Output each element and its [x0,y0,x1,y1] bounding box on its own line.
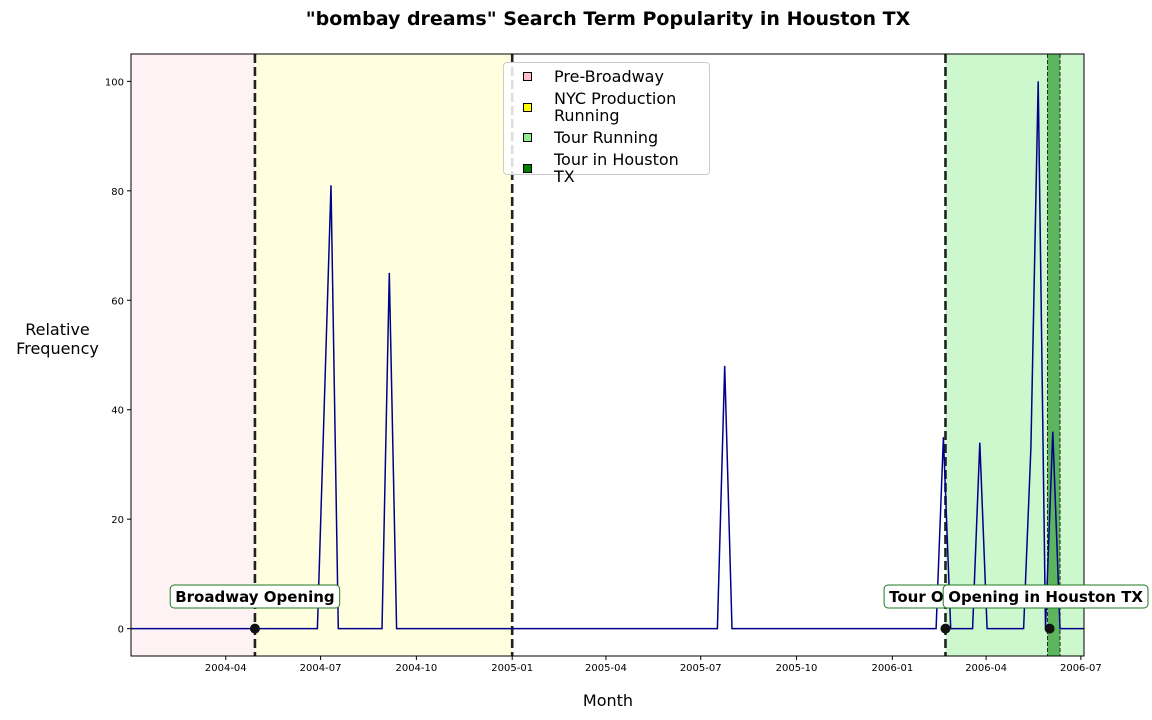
plot-frame [130,53,1085,657]
x-tick-label: 2005-01 [491,663,533,674]
annotation-opening-in-houston-tx: Opening in Houston TX [942,584,1149,609]
legend-item-tour-running: Tour Running [510,129,703,146]
legend-swatch [523,102,532,112]
x-tick-label: 2006-01 [871,663,913,674]
y-tick-label: 40 [111,406,124,417]
legend-label-line: Running [554,106,620,125]
x-axis-label: Month [582,691,634,710]
y-axis-label-line: Frequency [16,339,99,358]
y-tick-label: 60 [111,296,124,307]
annotation-broadway-opening: Broadway Opening [169,584,341,609]
annotation-marker [940,623,951,634]
x-tick-label: 2005-10 [776,663,818,674]
series-line [131,81,1084,630]
annotation-box [169,584,341,609]
legend: Pre-Broadway NYC Production Running Tour… [503,62,710,185]
x-tick-label: 2004-10 [395,663,437,674]
y-tick-label: 0 [118,625,124,636]
x-tick-label: 2004-04 [205,663,247,674]
shaded-region-pre-broadway [131,54,255,656]
x-tick-label: 2005-07 [680,663,722,674]
annotation-box [942,584,1149,609]
legend-swatch [523,163,532,173]
legend-label: Tour Running [554,128,659,147]
annotation-marker [1044,623,1055,634]
annotation-label: Broadway Opening [175,588,334,606]
legend-swatch [523,72,532,81]
y-axis-label-line: Relative [25,320,90,339]
shaded-region-tour-running [945,54,1084,656]
legend-label: Tour in Houston TX [554,150,679,186]
x-tick-label: 2006-07 [1060,663,1102,674]
legend-item-pre-broadway: Pre-Broadway [510,68,703,85]
y-tick-label: 20 [111,515,124,526]
annotation-marker [249,623,260,634]
y-tick-label: 100 [105,77,124,88]
legend-swatch [523,133,532,142]
annotation-label: Opening in Houston TX [948,588,1143,606]
y-axis-label: Relative Frequency [10,320,105,358]
y-tick-label: 80 [111,187,124,198]
legend-label-line: NYC Production [554,89,677,108]
chart-title: "bombay dreams" Search Term Popularity i… [305,8,911,30]
legend-item-tour-houston: Tour in Houston TX [510,151,703,185]
legend-label: NYC Production Running [554,90,676,124]
x-tick-label: 2005-04 [585,663,627,674]
x-tick-label: 2006-04 [965,663,1007,674]
legend-label: Pre-Broadway [554,67,664,86]
x-tick-label: 2004-07 [300,663,342,674]
legend-item-nyc-production: NYC Production Running [510,90,703,124]
